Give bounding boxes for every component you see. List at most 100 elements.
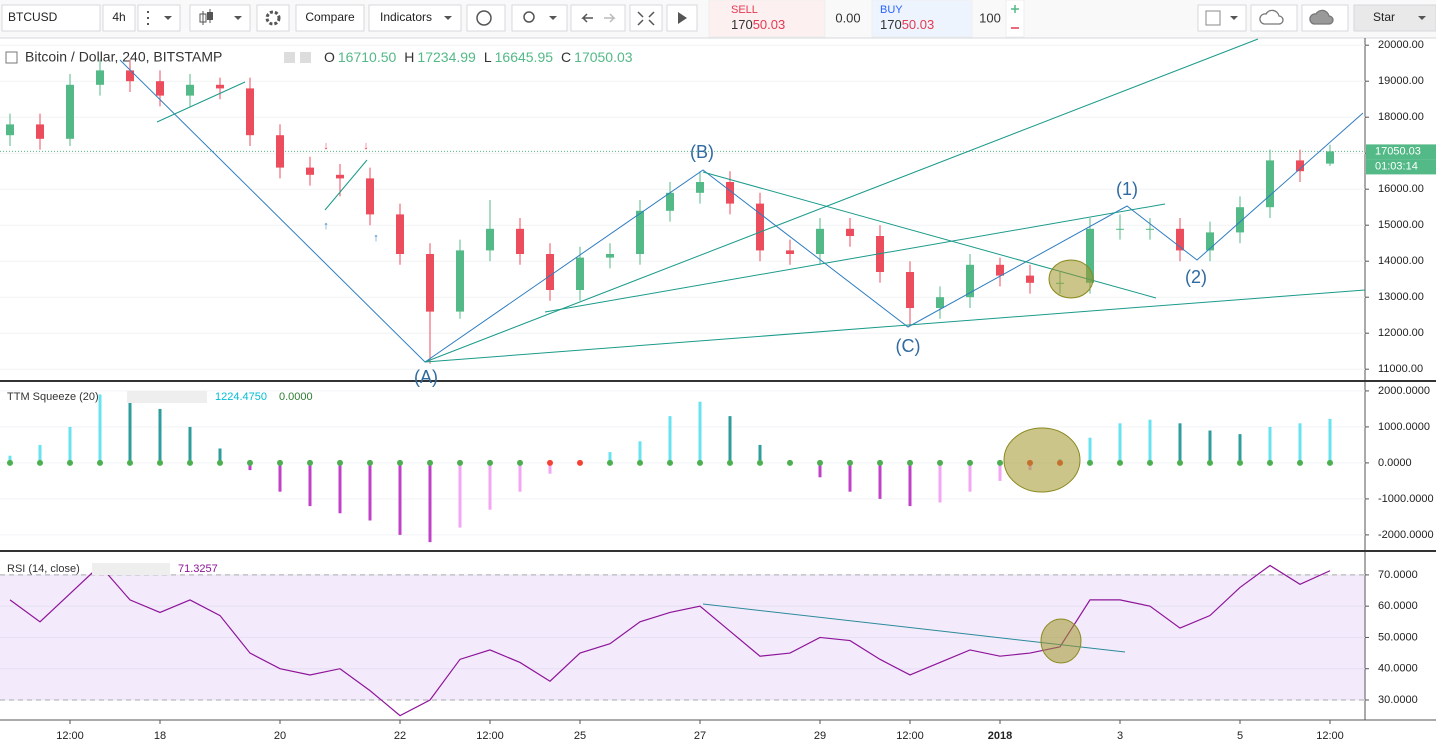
y-tick-label: 11000.00 <box>1378 363 1423 375</box>
y-tick-label: 16000.00 <box>1378 183 1424 195</box>
trend-line <box>156 81 246 123</box>
undo-redo[interactable] <box>570 4 626 32</box>
legend-icons[interactable] <box>127 391 207 403</box>
sell-price[interactable]: 17050.03 <box>731 17 785 32</box>
squeeze-dot <box>1327 459 1333 466</box>
buy-box[interactable] <box>871 0 973 38</box>
interval[interactable]: 4h <box>112 10 125 24</box>
candle-body <box>306 167 314 175</box>
squeeze-dot <box>997 459 1003 466</box>
countdown-label: 01:03:14 <box>1375 160 1418 172</box>
sell-label[interactable]: SELL <box>731 4 758 16</box>
indicators-label[interactable]: Indicators <box>380 10 432 24</box>
highlight <box>1040 618 1082 664</box>
x-tick-label: 25 <box>574 730 586 742</box>
layout-button[interactable] <box>1197 4 1247 32</box>
legend-icons[interactable] <box>92 563 170 575</box>
x-tick-label: 12:00 <box>476 730 504 742</box>
settings-button[interactable] <box>256 4 290 32</box>
buy-label[interactable]: BUY <box>880 4 903 16</box>
legend-icon[interactable] <box>284 52 295 63</box>
load-button[interactable] <box>1250 4 1298 32</box>
squeeze-dot <box>457 459 463 466</box>
ohlc-key: O <box>324 49 335 65</box>
y-tick-label: -2000.0000 <box>1378 529 1434 541</box>
y-tick-label: 19000.00 <box>1378 75 1424 87</box>
star-label[interactable]: Star <box>1373 10 1395 24</box>
y-tick-label: 40.0000 <box>1378 663 1418 675</box>
legends: (A) (B) (C) (1) (2) Bitcoin / Dollar, 24… <box>5 49 1207 575</box>
candle-body <box>1086 228 1094 283</box>
arrow-up: ↑ <box>323 220 329 232</box>
price-tag <box>1366 144 1436 160</box>
symbol[interactable]: BTCUSD <box>8 10 58 24</box>
trend-line <box>424 38 1259 363</box>
squeeze-dot <box>37 459 43 466</box>
y-tick-label: 15000.00 <box>1378 219 1424 231</box>
squeeze-dot <box>577 459 583 466</box>
squeeze-dot <box>127 459 133 466</box>
symbol-box[interactable] <box>1 4 101 32</box>
collapse-button[interactable] <box>5 51 18 64</box>
quantity[interactable]: 100 <box>979 10 1001 25</box>
squeeze-dot <box>1147 459 1153 466</box>
candle-body <box>666 192 674 211</box>
squeeze-dot <box>907 459 913 466</box>
candle-body <box>96 70 104 85</box>
rsi-band <box>0 574 1365 700</box>
candle-body <box>696 182 704 193</box>
indicators-button[interactable] <box>368 4 462 32</box>
layout-icon <box>1205 10 1221 26</box>
legend-icon[interactable] <box>300 52 311 63</box>
x-tick-label: 12:00 <box>896 730 924 742</box>
candle-body <box>756 203 764 251</box>
compare-label[interactable]: Compare <box>305 10 355 24</box>
alert-icon <box>476 10 492 26</box>
candle-body <box>216 84 224 89</box>
squeeze-dot <box>1297 459 1303 466</box>
candle-body <box>546 254 554 290</box>
squeeze-dot <box>187 459 193 466</box>
drawings: ↑ ↑ ↓ ↓ <box>119 38 1366 664</box>
interval-box[interactable] <box>102 4 136 32</box>
ideas-button[interactable] <box>511 4 568 32</box>
squeeze-dot <box>847 459 853 466</box>
indicator-value: 1224.4750 <box>215 391 267 403</box>
quantity-stepper[interactable] <box>1005 0 1025 38</box>
chart-type-button[interactable] <box>189 4 251 32</box>
y-tick-label: 30.0000 <box>1378 694 1418 706</box>
compare-button[interactable] <box>295 4 365 32</box>
candle-body <box>276 135 284 168</box>
gear-icon <box>265 10 281 26</box>
fullscreen-button[interactable] <box>629 4 663 32</box>
wave-label: (A) <box>414 367 438 387</box>
buy-price-head: 170 <box>880 17 902 32</box>
candle-body <box>486 228 494 251</box>
squeeze-dot <box>697 459 703 466</box>
y-tick-label: -1000.0000 <box>1378 493 1434 505</box>
y-tick-label: 0.0000 <box>1378 457 1412 469</box>
sell-price-head: 170 <box>731 17 753 32</box>
x-tick-label: 20 <box>274 730 286 742</box>
candle-body <box>426 254 434 312</box>
y-tick-label: 13000.00 <box>1378 291 1424 303</box>
squeeze-dot <box>367 459 373 466</box>
interval-menu[interactable] <box>137 4 181 32</box>
candle-body <box>456 250 464 312</box>
squeeze-dot <box>1237 459 1243 466</box>
undo-icon <box>581 13 593 23</box>
candle-body <box>786 250 794 254</box>
squeeze-dot <box>7 459 13 466</box>
squeeze-dot <box>337 459 343 466</box>
y-tick-label: 14000.00 <box>1378 255 1424 267</box>
candle-body <box>576 257 584 290</box>
alert-button[interactable] <box>466 4 506 32</box>
buy-price[interactable]: 17050.03 <box>880 17 934 32</box>
ohlc-key: C <box>561 49 571 65</box>
sell-box[interactable] <box>708 0 826 38</box>
y-tick-label: 2000.0000 <box>1378 385 1430 397</box>
candle-icon-body <box>199 13 207 23</box>
ohlc-value: 16710.50 <box>338 49 397 65</box>
squeeze-dot <box>1117 459 1123 466</box>
x-tick-label: 3 <box>1117 730 1123 742</box>
